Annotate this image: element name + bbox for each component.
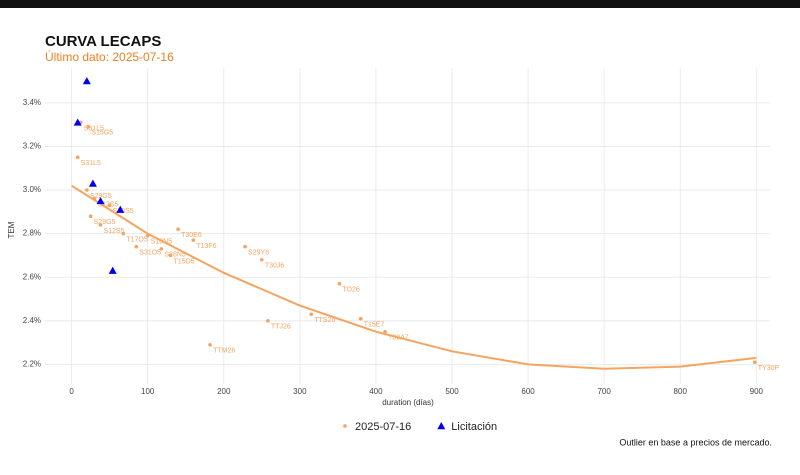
point-label: S28N5 — [164, 252, 186, 259]
point — [752, 360, 757, 365]
point — [92, 196, 97, 201]
point-label: TTJ26 — [271, 324, 291, 331]
point — [82, 77, 91, 85]
point-label: T30E6 — [181, 232, 202, 239]
point — [266, 319, 270, 323]
point — [121, 231, 126, 236]
legend-marker — [343, 424, 347, 428]
point — [75, 155, 80, 160]
point — [108, 266, 117, 274]
point-label: S12S5 — [104, 228, 125, 235]
x-tick-label: 0 — [69, 387, 74, 396]
point — [159, 247, 164, 251]
point-label: S29G5 — [94, 219, 116, 226]
point-label: S10N5 — [151, 239, 173, 246]
y-axis-title: TEM — [7, 221, 16, 238]
legend-label: Licitación — [451, 421, 497, 433]
y-tick-label: 2.6% — [23, 272, 41, 281]
point-label: T30J6 — [265, 263, 285, 270]
x-tick-label: 600 — [521, 387, 535, 396]
y-tick-label: 2.8% — [23, 229, 41, 238]
point — [85, 188, 89, 192]
chart-title: CURVA LECAPS — [45, 33, 161, 50]
point-label: S15G5 — [91, 130, 113, 137]
point-label: S31O5 — [139, 250, 161, 257]
y-tick-label: 2.2% — [23, 359, 41, 368]
x-tick-label: 800 — [674, 387, 688, 396]
point — [337, 281, 342, 286]
point — [383, 329, 387, 334]
point — [168, 253, 173, 258]
point — [86, 125, 91, 129]
point-label: TTM26 — [213, 348, 235, 355]
y-tick-label: 2.4% — [23, 316, 41, 325]
top-bar — [0, 0, 800, 8]
x-tick-label: 200 — [217, 387, 231, 396]
point-label: S31L5 — [81, 160, 101, 167]
point — [145, 234, 150, 238]
x-tick-label: 100 — [141, 387, 155, 396]
x-tick-label: 300 — [293, 387, 307, 396]
point — [88, 179, 97, 187]
point — [96, 196, 105, 205]
point-label: S31L5 — [84, 125, 104, 132]
point — [98, 223, 103, 227]
point-label: T15E7 — [364, 321, 385, 328]
y-tick-label: 3.2% — [23, 142, 41, 151]
y-tick-label: 3.4% — [23, 98, 41, 107]
point — [88, 214, 93, 218]
x-tick-label: 500 — [445, 387, 459, 396]
point-label: TY30P — [758, 365, 780, 372]
point — [208, 342, 212, 347]
point-label: T13F6 — [196, 243, 216, 250]
point — [260, 257, 264, 262]
point — [191, 238, 196, 242]
x-tick-label: 700 — [597, 387, 611, 396]
point — [243, 244, 247, 249]
point — [309, 312, 314, 317]
point — [134, 244, 139, 249]
point-label: T30A7 — [388, 335, 409, 342]
point — [358, 316, 363, 321]
legend-label: 2025-07-16 — [355, 421, 411, 433]
point — [116, 205, 125, 213]
point — [73, 118, 82, 126]
caption: Outlier en base a precios de mercado. — [619, 437, 772, 447]
chart-subtitle: Último dato: 2025-07-16 — [45, 49, 174, 64]
point — [107, 203, 112, 208]
point-label: TO26 — [342, 287, 359, 294]
point — [176, 227, 180, 232]
point-label: T17O5 — [126, 236, 148, 243]
point-label: S29G5 — [90, 193, 112, 200]
x-tick-label: 900 — [750, 387, 764, 396]
point-label: T15D5 — [174, 258, 195, 265]
point-label: TTS26 — [314, 317, 335, 324]
x-axis-title: duration (días) — [382, 398, 434, 407]
legend-marker — [437, 422, 446, 430]
trend-line — [71, 184, 757, 370]
y-tick-label: 3.0% — [23, 185, 41, 194]
x-tick-label: 400 — [369, 387, 383, 396]
point-label: S29Y6 — [248, 250, 269, 257]
